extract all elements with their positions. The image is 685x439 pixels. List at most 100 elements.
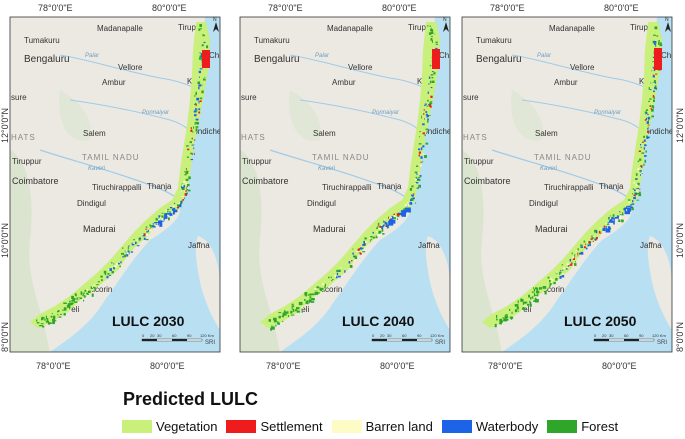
lulc-patch bbox=[188, 176, 191, 180]
place-pondicherry: Pondicherr bbox=[188, 127, 227, 136]
lulc-patch bbox=[199, 97, 203, 100]
lulc-settlement-patches bbox=[143, 50, 210, 236]
lulc-patch bbox=[268, 319, 271, 322]
lulc-patch bbox=[644, 144, 647, 147]
place-ghats: HATS bbox=[11, 133, 36, 142]
sri-lanka bbox=[425, 236, 450, 330]
lulc-patch bbox=[100, 275, 103, 278]
scale-tick-label: 30 bbox=[157, 333, 162, 338]
place-chennai: Che bbox=[209, 51, 224, 60]
lulc-patch bbox=[646, 112, 648, 114]
lulc-patch bbox=[185, 171, 189, 174]
lulc-patch bbox=[122, 247, 124, 249]
lulc-patch bbox=[290, 314, 295, 316]
map-frame[interactable]: Tumakuru Madanapalle Tirupati Bengaluru … bbox=[9, 16, 227, 353]
lulc-patch bbox=[431, 29, 434, 32]
river-palar bbox=[59, 54, 199, 91]
lulc-patch bbox=[136, 239, 138, 241]
basemap-credit: SRI bbox=[657, 340, 667, 346]
lulc-patch bbox=[412, 197, 415, 200]
lulc-patch bbox=[145, 226, 148, 228]
lulc-patch bbox=[585, 243, 587, 245]
lulc-patch bbox=[535, 287, 538, 290]
lulc-patch bbox=[176, 207, 179, 209]
lulc-patch bbox=[199, 52, 201, 54]
place-tuticorin: Tuticorin bbox=[312, 285, 342, 294]
map-frame[interactable]: Tumakuru Madanapalle Tirupati Bengaluru … bbox=[461, 16, 679, 353]
lulc-patch bbox=[415, 176, 418, 180]
lulc-patch bbox=[198, 111, 201, 114]
lulc-patch bbox=[549, 285, 551, 288]
river-ponnaiyar bbox=[299, 99, 423, 135]
map-frame[interactable]: Tumakuru Madanapalle Tirupati Bengaluru … bbox=[239, 16, 457, 353]
lulc-patch bbox=[184, 171, 186, 173]
lulc-patch bbox=[610, 219, 612, 221]
lulc-patch bbox=[577, 248, 579, 251]
lulc-patch bbox=[382, 225, 384, 228]
lulc-patch bbox=[549, 280, 551, 283]
lulc-patch bbox=[567, 264, 569, 267]
lulc-patch bbox=[84, 295, 86, 298]
place-coimbatore: Coimbatore bbox=[242, 176, 289, 186]
lulc-patch bbox=[295, 309, 297, 312]
lulc-patch bbox=[539, 287, 542, 289]
lulc-patch bbox=[595, 237, 598, 240]
lulc-patch bbox=[200, 55, 203, 57]
place-dindigul: Dindigul bbox=[529, 199, 558, 208]
panel-year-label-0: LULC 2030 bbox=[112, 313, 185, 329]
lulc-patch bbox=[419, 179, 421, 182]
lulc-patch bbox=[589, 244, 591, 247]
lulc-patch bbox=[193, 126, 195, 129]
panel-year-label-2: LULC 2050 bbox=[564, 313, 637, 329]
lulc-patch bbox=[583, 246, 586, 249]
lulc-patch bbox=[177, 204, 179, 207]
lulc-patch bbox=[561, 264, 564, 266]
lulc-patch bbox=[283, 314, 284, 317]
lulc-patch bbox=[119, 265, 121, 268]
lulc-patch bbox=[361, 248, 364, 250]
place-dindigul: Dindigul bbox=[307, 199, 336, 208]
lulc-patch bbox=[608, 217, 610, 219]
lulc-patch bbox=[633, 197, 636, 200]
lulc-patch bbox=[424, 155, 427, 158]
lulc-patch bbox=[351, 260, 353, 262]
place-madurai: Madurai bbox=[83, 224, 116, 234]
lulc-patch bbox=[109, 274, 112, 276]
lulc-patch bbox=[653, 70, 656, 72]
lulc-patch bbox=[94, 287, 96, 290]
lulc-patch bbox=[154, 222, 160, 224]
place-tamilnadu: TAMIL NADU bbox=[312, 153, 370, 162]
lulc-patch bbox=[359, 252, 362, 255]
river-palar bbox=[289, 54, 429, 91]
lulc-patch bbox=[599, 227, 602, 230]
lulc-patch bbox=[533, 296, 535, 299]
place-dindigul: Dindigul bbox=[77, 199, 106, 208]
lulc-patch bbox=[364, 242, 366, 245]
lulc-patch bbox=[407, 204, 410, 206]
lulc-patch bbox=[82, 293, 84, 296]
lulc-patch bbox=[430, 87, 433, 89]
lulc-patch bbox=[206, 45, 209, 49]
lulc-patch bbox=[641, 172, 643, 174]
lulc-patch bbox=[143, 233, 146, 236]
lulc-patch bbox=[654, 43, 656, 45]
lulc-patch bbox=[362, 251, 366, 253]
lulc-patch bbox=[646, 137, 649, 139]
lulc-patch bbox=[186, 186, 188, 188]
lulc-patch bbox=[640, 174, 641, 176]
chennai-settlement-cluster bbox=[202, 50, 210, 68]
lulc-patch bbox=[200, 60, 203, 62]
lulc-patch bbox=[201, 90, 204, 94]
lulc-patch bbox=[563, 267, 566, 270]
lulc-patch bbox=[394, 215, 396, 217]
legend-label: Forest bbox=[581, 418, 619, 434]
place-madurai: Madurai bbox=[313, 224, 346, 234]
lulc-patch bbox=[86, 288, 89, 291]
lulc-barren-patches bbox=[523, 168, 643, 307]
place-thanjavur: Thanja bbox=[377, 182, 402, 191]
lulc-patch bbox=[391, 215, 394, 217]
lulc-patch bbox=[652, 56, 655, 58]
lulc-patch bbox=[418, 151, 421, 154]
lulc-patch bbox=[362, 244, 365, 246]
lulc-patch bbox=[638, 188, 641, 190]
